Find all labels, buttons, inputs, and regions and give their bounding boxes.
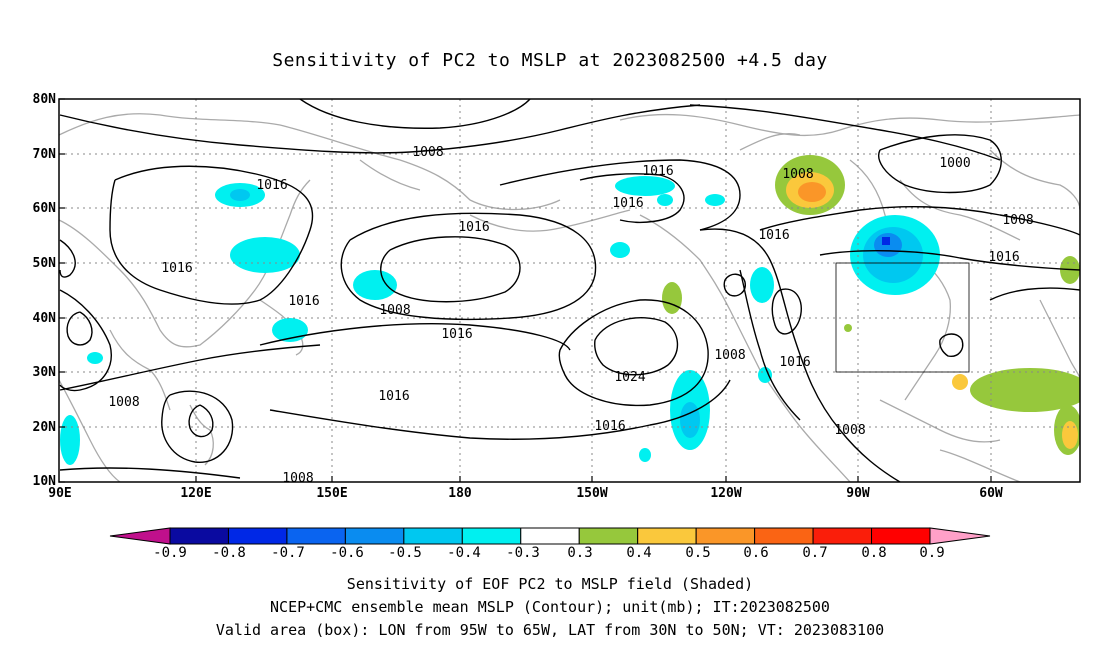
contour-label: 1016 [988,250,1019,265]
colorbar-cell [871,527,931,545]
lat-label-20n: 20N [32,420,56,435]
graticule [59,99,1080,482]
contour-label: 1008 [834,423,865,438]
lat-label-30n: 30N [32,365,56,380]
axis-ticks [59,98,992,483]
colorbar-label: -0.5 [388,545,422,561]
contour-label: 1008 [1002,213,1033,228]
contour-label: 1008 [782,167,813,182]
colorbar-cell [637,527,697,545]
contour-label: 1016 [612,196,643,211]
colorbar [109,527,991,545]
colorbar-cell [461,527,522,545]
colorbar-cell [754,527,814,545]
colorbar-cell [286,527,346,545]
contour-label: 1008 [714,348,745,363]
colorbar-high-extension [929,527,991,545]
contour-label: 1008 [108,395,139,410]
lon-label-60w: 60W [979,486,1003,501]
lat-label-10n: 10N [32,474,56,489]
colorbar-cell [812,527,873,545]
contour-label: 1016 [779,355,810,370]
contour-label: 1016 [378,389,409,404]
coastlines [59,113,1080,482]
footer-line-2: NCEP+CMC ensemble mean MSLP (Contour); u… [270,598,830,616]
contour-label: 1024 [614,370,645,385]
colorbar-cell [403,527,463,545]
chart-title: Sensitivity of PC2 to MSLP at 2023082500… [272,50,828,71]
lat-label-40n: 40N [32,311,56,326]
colorbar-cell [169,527,229,545]
lat-label-80n: 80N [32,92,56,107]
contour-label: 1016 [594,419,625,434]
colorbar-label: 0.5 [685,545,711,561]
colorbar-cell [520,527,580,545]
colorbar-low-extension [109,527,171,545]
colorbar-label: 0.8 [861,545,887,561]
contour-label: 1000 [939,156,970,171]
lon-label-150e: 150E [316,486,348,501]
colorbar-cell [344,527,405,545]
lon-label-180: 180 [448,486,472,501]
colorbar-label: -0.7 [271,545,305,561]
shaded-sensitivity [60,155,1080,465]
lon-label-90w: 90W [846,486,870,501]
map-frame [58,98,1081,483]
contour-label: 1016 [642,164,673,179]
colorbar-label: -0.9 [153,545,187,561]
contour-label: 1016 [288,294,319,309]
footer-line-1: Sensitivity of EOF PC2 to MSLP field (Sh… [346,575,754,593]
lon-label-120e: 120E [180,486,212,501]
colorbar-label: 0.3 [567,545,593,561]
colorbar-label: -0.8 [212,545,246,561]
footer-line-3: Valid area (box): LON from 95W to 65W, L… [215,621,885,639]
colorbar-label: -0.4 [447,545,481,561]
lat-label-70n: 70N [32,147,56,162]
lat-label-60n: 60N [32,201,56,216]
lon-label-120w: 120W [710,486,742,501]
contour-label: 1008 [379,303,410,318]
colorbar-label: 0.6 [743,545,769,561]
contour-label: 1016 [758,228,789,243]
lon-label-150w: 150W [576,486,608,501]
lon-label-90e: 90E [48,486,72,501]
contour-label: 1008 [412,145,443,160]
mslp-contours [59,99,1080,482]
contour-labels: 1008 1016 1016 1016 1016 1008 1008 1016 … [108,145,1033,486]
colorbar-label: 0.7 [802,545,828,561]
colorbar-label: -0.6 [330,545,364,561]
contour-label: 1008 [282,471,313,486]
contour-label: 1016 [256,178,287,193]
colorbar-label: 0.4 [626,545,652,561]
lat-label-50n: 50N [32,256,56,271]
valid-area-box [835,262,970,373]
contour-label: 1016 [161,261,192,276]
colorbar-cell [227,527,288,545]
contour-label: 1016 [458,220,489,235]
colorbar-label: -0.3 [506,545,540,561]
colorbar-cell [578,527,639,545]
colorbar-cell [695,527,756,545]
colorbar-label: 0.9 [919,545,945,561]
contour-label: 1016 [441,327,472,342]
